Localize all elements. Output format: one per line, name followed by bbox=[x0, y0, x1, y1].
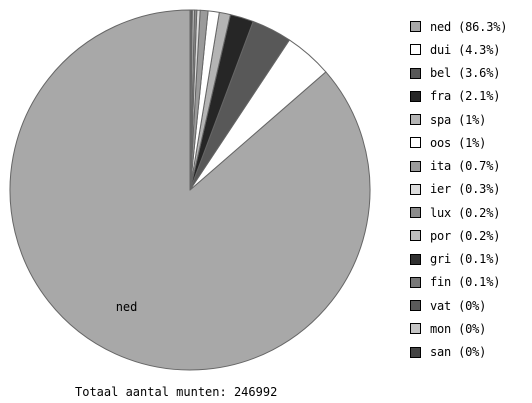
legend-label-spa: spa (1%) bbox=[430, 112, 487, 127]
legend-item-por: por (0.2%) bbox=[410, 224, 507, 247]
legend-item-fin: fin (0.1%) bbox=[410, 271, 507, 294]
legend-swatch-fra bbox=[410, 90, 421, 102]
slice-label-ned: ned bbox=[116, 300, 138, 314]
legend: ned (86.3%) dui (4.3%) bel (3.6%) fra (2.1%… bbox=[410, 15, 507, 364]
legend-swatch-san bbox=[410, 346, 421, 358]
legend-label-mon: mon (0%) bbox=[430, 321, 487, 336]
legend-swatch-vat bbox=[410, 300, 421, 312]
legend-swatch-dui bbox=[410, 44, 421, 56]
legend-item-spa: spa (1%) bbox=[410, 108, 507, 131]
legend-item-ier: ier (0.3%) bbox=[410, 178, 507, 201]
legend-item-gri: gri (0.1%) bbox=[410, 248, 507, 271]
legend-swatch-bel bbox=[410, 67, 421, 79]
legend-swatch-oos bbox=[410, 137, 421, 149]
legend-item-mon: mon (0%) bbox=[410, 317, 507, 340]
total-coins-label: Totaal aantal munten: 246992 bbox=[75, 385, 278, 399]
legend-label-ned: ned (86.3%) bbox=[430, 19, 508, 34]
legend-swatch-spa bbox=[410, 114, 421, 126]
legend-label-dui: dui (4.3%) bbox=[430, 42, 501, 57]
legend-item-fra: fra (2.1%) bbox=[410, 85, 507, 108]
legend-swatch-lux bbox=[410, 207, 421, 219]
legend-swatch-ier bbox=[410, 183, 421, 195]
legend-swatch-ita bbox=[410, 160, 421, 172]
legend-label-gri: gri (0.1%) bbox=[430, 252, 501, 267]
legend-item-oos: oos (1%) bbox=[410, 131, 507, 154]
legend-label-ier: ier (0.3%) bbox=[430, 182, 501, 197]
legend-label-san: san (0%) bbox=[430, 345, 487, 360]
legend-label-lux: lux (0.2%) bbox=[430, 205, 501, 220]
legend-swatch-gri bbox=[410, 253, 421, 265]
legend-label-por: por (0.2%) bbox=[430, 228, 501, 243]
legend-item-dui: dui (4.3%) bbox=[410, 38, 507, 61]
legend-item-ita: ita (0.7%) bbox=[410, 155, 507, 178]
legend-swatch-fin bbox=[410, 276, 421, 288]
legend-swatch-mon bbox=[410, 323, 421, 335]
legend-item-lux: lux (0.2%) bbox=[410, 201, 507, 224]
legend-item-san: san (0%) bbox=[410, 341, 507, 364]
legend-label-oos: oos (1%) bbox=[430, 135, 487, 150]
legend-swatch-ned bbox=[410, 21, 421, 33]
legend-item-vat: vat (0%) bbox=[410, 294, 507, 317]
legend-label-fra: fra (2.1%) bbox=[430, 89, 501, 104]
legend-item-bel: bel (3.6%) bbox=[410, 62, 507, 85]
legend-label-fin: fin (0.1%) bbox=[430, 275, 501, 290]
legend-label-vat: vat (0%) bbox=[430, 298, 487, 313]
pie-chart: ned bbox=[9, 9, 371, 371]
legend-item-ned: ned (86.3%) bbox=[410, 15, 507, 38]
legend-label-bel: bel (3.6%) bbox=[430, 66, 501, 81]
legend-label-ita: ita (0.7%) bbox=[430, 159, 501, 174]
legend-swatch-por bbox=[410, 230, 421, 242]
